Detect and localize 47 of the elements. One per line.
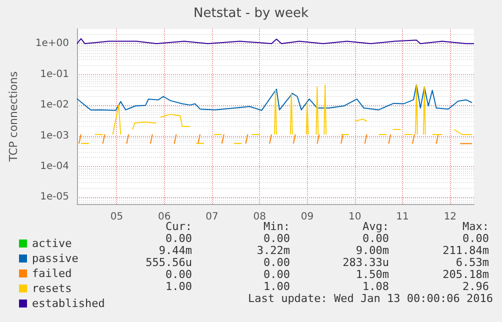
text: 1.08 [362, 280, 389, 293]
text: 3.22m [256, 244, 290, 257]
y-tick-label: 1e+00 [35, 38, 69, 50]
chart-title: Netstat - by week [194, 6, 309, 21]
x-tick-label: 07 [206, 212, 218, 222]
y-tick-label: 1e-03 [40, 130, 69, 142]
x-tick-label: 08 [253, 212, 266, 222]
text: Avg: [362, 220, 389, 233]
legend-label: active [32, 237, 72, 250]
y-tick-label: 1e-04 [40, 160, 69, 172]
text: 1.50m [356, 268, 390, 281]
x-tick-label: 11 [396, 212, 409, 222]
y-tick-label: 1e-05 [40, 192, 69, 203]
text: 211.84m [442, 244, 490, 257]
text: Cur: [166, 220, 192, 233]
legend-label: resets [32, 282, 72, 295]
text: Min: [264, 220, 290, 233]
x-tick-label: 12 [444, 212, 457, 222]
y-tick-label: 1e-01 [40, 68, 69, 80]
text: Last update: Wed Jan 13 00:00:06 2016 [248, 292, 493, 305]
text: 1.00 [166, 280, 192, 293]
text: 9.44m [158, 244, 192, 257]
text: 205.18m [442, 268, 490, 281]
y-tick-label: 1e-02 [40, 100, 69, 111]
x-tick-label: 09 [300, 212, 314, 222]
line-series [76, 84, 473, 111]
text: 0.00 [462, 232, 489, 245]
legend-label: established [32, 297, 105, 310]
text: 1.00 [264, 280, 290, 293]
text: 555.56u [146, 256, 192, 269]
legend-label: failed [32, 267, 72, 280]
text: 0.00 [264, 256, 290, 269]
x-tick-label: 05 [110, 212, 124, 222]
x-tick-label: 10 [348, 212, 362, 222]
legend-label: passive [32, 252, 78, 265]
text: 0.00 [264, 268, 290, 281]
text: 0.00 [362, 232, 389, 245]
y-axis-title: TCP connections [7, 71, 20, 163]
text: 283.33u [342, 256, 389, 269]
text: 6.53m [456, 256, 490, 269]
x-tick-label: 06 [158, 212, 171, 222]
text: 9.00m [356, 244, 390, 257]
text: 0.00 [166, 268, 192, 281]
text: Max: [462, 220, 489, 233]
text: 2.96 [462, 280, 489, 293]
text: 0.00 [264, 232, 290, 245]
text: 0.00 [166, 232, 192, 245]
